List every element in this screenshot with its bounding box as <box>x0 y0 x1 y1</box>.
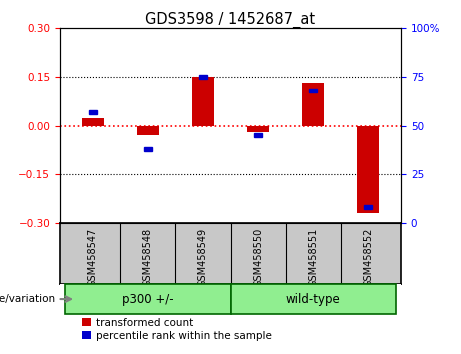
Text: GSM458547: GSM458547 <box>88 228 98 287</box>
Legend: transformed count, percentile rank within the sample: transformed count, percentile rank withi… <box>82 318 272 341</box>
Text: GSM458550: GSM458550 <box>253 228 263 287</box>
Bar <box>144 147 152 151</box>
Bar <box>309 88 317 92</box>
Bar <box>357 126 379 213</box>
Bar <box>230 284 396 314</box>
Title: GDS3598 / 1452687_at: GDS3598 / 1452687_at <box>145 12 316 28</box>
Bar <box>364 205 372 209</box>
Bar <box>89 110 97 114</box>
Bar <box>65 284 230 314</box>
Text: GSM458549: GSM458549 <box>198 228 208 287</box>
Bar <box>247 126 269 132</box>
Text: GSM458548: GSM458548 <box>143 228 153 287</box>
Text: GSM458552: GSM458552 <box>363 228 373 287</box>
Text: p300 +/-: p300 +/- <box>122 293 174 306</box>
Bar <box>302 84 324 126</box>
Text: GSM458551: GSM458551 <box>308 228 318 287</box>
Text: genotype/variation: genotype/variation <box>0 294 55 304</box>
Bar <box>82 118 104 126</box>
Bar <box>199 75 207 79</box>
Bar <box>192 77 214 126</box>
Bar <box>254 133 262 137</box>
Text: wild-type: wild-type <box>286 293 340 306</box>
Bar <box>137 126 159 135</box>
